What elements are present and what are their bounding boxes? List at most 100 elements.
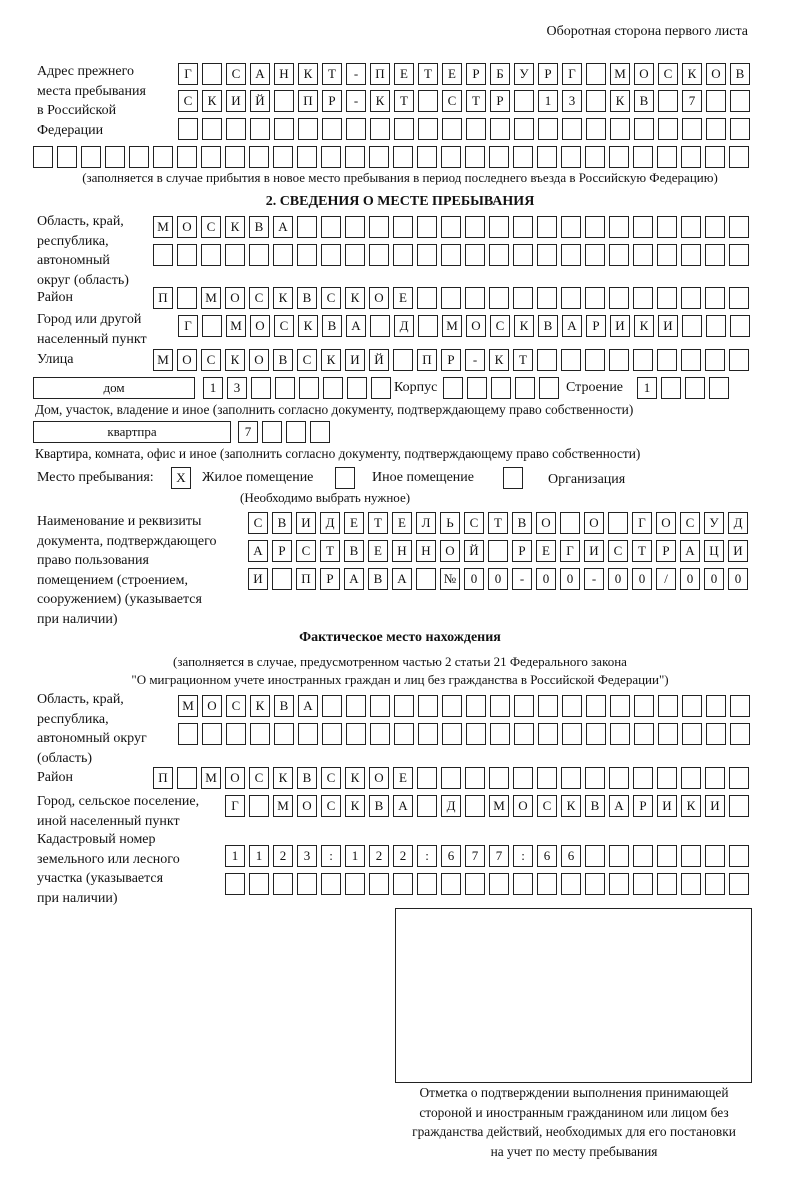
char-cell[interactable] <box>609 244 629 266</box>
char-cell[interactable]: 7 <box>465 845 485 867</box>
char-cell[interactable] <box>561 216 581 238</box>
char-cell[interactable] <box>633 349 653 371</box>
char-cell[interactable] <box>178 118 198 140</box>
char-cell[interactable]: А <box>248 540 268 562</box>
char-cell[interactable] <box>490 118 510 140</box>
char-cell[interactable]: 0 <box>536 568 556 590</box>
char-cell[interactable]: А <box>609 795 629 817</box>
char-cell[interactable]: Н <box>416 540 436 562</box>
char-cell[interactable]: Т <box>632 540 652 562</box>
char-cell[interactable] <box>634 118 654 140</box>
char-cell[interactable]: И <box>584 540 604 562</box>
char-cell[interactable] <box>682 695 702 717</box>
char-cell[interactable] <box>586 723 606 745</box>
char-cell[interactable] <box>465 216 485 238</box>
char-cell[interactable] <box>609 287 629 309</box>
char-cell[interactable] <box>345 146 365 168</box>
char-cell[interactable]: М <box>178 695 198 717</box>
char-cell[interactable] <box>346 695 366 717</box>
char-cell[interactable]: П <box>153 767 173 789</box>
char-cell[interactable]: С <box>490 315 510 337</box>
char-cell[interactable]: К <box>345 767 365 789</box>
char-cell[interactable]: И <box>345 349 365 371</box>
char-cell[interactable]: О <box>513 795 533 817</box>
char-cell[interactable]: И <box>705 795 725 817</box>
char-cell[interactable]: К <box>561 795 581 817</box>
char-cell[interactable]: Т <box>320 540 340 562</box>
char-cell[interactable] <box>322 723 342 745</box>
stay-option-other-checkbox[interactable] <box>335 467 355 489</box>
char-cell[interactable]: А <box>562 315 582 337</box>
char-cell[interactable]: П <box>370 63 390 85</box>
char-cell[interactable]: О <box>369 287 389 309</box>
char-cell[interactable] <box>539 377 559 399</box>
char-cell[interactable]: 0 <box>488 568 508 590</box>
char-cell[interactable] <box>465 767 485 789</box>
char-cell[interactable] <box>585 349 605 371</box>
char-cell[interactable] <box>705 146 725 168</box>
char-cell[interactable] <box>466 695 486 717</box>
char-cell[interactable] <box>633 244 653 266</box>
char-cell[interactable]: К <box>634 315 654 337</box>
char-cell[interactable] <box>322 118 342 140</box>
char-cell[interactable] <box>297 244 317 266</box>
char-cell[interactable]: Л <box>416 512 436 534</box>
char-cell[interactable] <box>488 540 508 562</box>
char-cell[interactable] <box>489 767 509 789</box>
char-cell[interactable] <box>681 146 701 168</box>
char-cell[interactable]: К <box>298 315 318 337</box>
char-cell[interactable]: Т <box>322 63 342 85</box>
char-cell[interactable]: К <box>202 90 222 112</box>
char-cell[interactable] <box>394 723 414 745</box>
char-cell[interactable] <box>465 873 485 895</box>
char-cell[interactable]: О <box>656 512 676 534</box>
char-cell[interactable] <box>729 349 749 371</box>
char-cell[interactable] <box>705 845 725 867</box>
char-cell[interactable]: С <box>658 63 678 85</box>
char-cell[interactable]: С <box>249 287 269 309</box>
char-cell[interactable] <box>537 244 557 266</box>
char-cell[interactable] <box>250 723 270 745</box>
char-cell[interactable] <box>634 695 654 717</box>
char-cell[interactable] <box>394 118 414 140</box>
char-cell[interactable]: К <box>681 795 701 817</box>
char-cell[interactable]: 0 <box>608 568 628 590</box>
char-cell[interactable]: - <box>584 568 604 590</box>
char-cell[interactable] <box>465 146 485 168</box>
char-cell[interactable]: М <box>489 795 509 817</box>
char-cell[interactable]: О <box>249 349 269 371</box>
char-cell[interactable] <box>608 512 628 534</box>
char-cell[interactable]: 1 <box>203 377 223 399</box>
char-cell[interactable]: Й <box>250 90 270 112</box>
char-cell[interactable] <box>681 287 701 309</box>
char-cell[interactable] <box>658 118 678 140</box>
char-cell[interactable] <box>730 315 750 337</box>
char-cell[interactable]: : <box>513 845 533 867</box>
char-cell[interactable]: Р <box>656 540 676 562</box>
char-cell[interactable] <box>249 873 269 895</box>
char-cell[interactable]: О <box>202 695 222 717</box>
char-cell[interactable]: Р <box>633 795 653 817</box>
char-cell[interactable] <box>441 873 461 895</box>
char-cell[interactable]: Г <box>178 63 198 85</box>
char-cell[interactable] <box>416 568 436 590</box>
stay-option-residential-checkbox[interactable]: X <box>171 467 191 489</box>
char-cell[interactable]: А <box>250 63 270 85</box>
char-cell[interactable]: Р <box>320 568 340 590</box>
char-cell[interactable] <box>153 146 173 168</box>
char-cell[interactable]: 6 <box>537 845 557 867</box>
char-cell[interactable] <box>634 723 654 745</box>
char-cell[interactable] <box>129 146 149 168</box>
char-cell[interactable] <box>730 723 750 745</box>
char-cell[interactable] <box>586 118 606 140</box>
char-cell[interactable]: Б <box>490 63 510 85</box>
char-cell[interactable] <box>442 723 462 745</box>
char-cell[interactable] <box>321 146 341 168</box>
char-cell[interactable]: Г <box>562 63 582 85</box>
char-cell[interactable] <box>417 146 437 168</box>
char-cell[interactable] <box>706 695 726 717</box>
char-cell[interactable] <box>490 695 510 717</box>
char-cell[interactable]: : <box>321 845 341 867</box>
char-cell[interactable]: Н <box>392 540 412 562</box>
char-cell[interactable]: Н <box>274 63 294 85</box>
